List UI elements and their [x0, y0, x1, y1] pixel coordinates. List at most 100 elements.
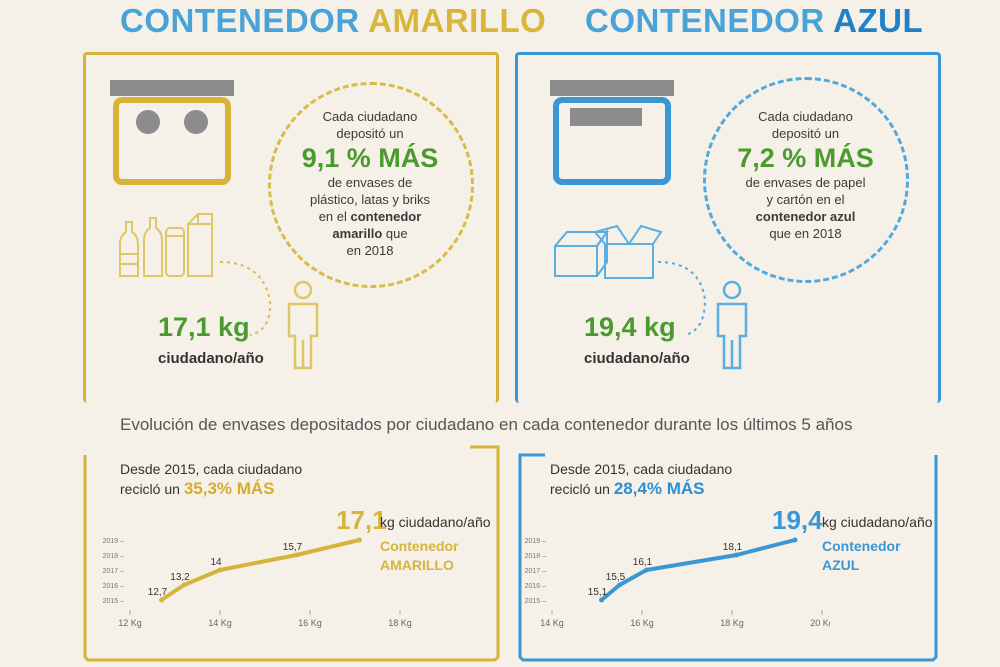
yellow-container-name: Contenedor AMARILLO: [380, 537, 459, 575]
blue-chart-data-label-2018: 18,1: [723, 542, 743, 553]
yellow-chart-x-tick-12: 12 Kg: [118, 618, 142, 628]
yellow-chart-data-label-2018: 15,7: [283, 542, 303, 553]
yellow-circle-line6-bold: amarillo: [332, 226, 383, 241]
blue-container-name: Contenedor AZUL: [822, 537, 901, 575]
yellow-circle-line2: depositó un: [336, 126, 404, 141]
yellow-since-highlight: 35,3% MÁS: [183, 479, 275, 498]
blue-chart-y-tick-2019: 2019 –: [525, 538, 547, 545]
blue-kg-value: 19,4 kg: [584, 312, 676, 342]
yellow-container-title: CONTENEDOR AMARILLO: [120, 2, 546, 40]
blue-circle-line3: de envases de papel: [745, 175, 866, 190]
yellow-chart-x-tick-14: 14 Kg: [208, 618, 232, 628]
blue-title-word: CONTENEDOR: [585, 2, 825, 39]
blue-big-value: 19,4: [772, 505, 823, 535]
yellow-chart-x-tick-18: 18 Kg: [388, 618, 412, 628]
yellow-stat-circle: [268, 82, 474, 288]
blue-circle-line6: que en 2018: [769, 226, 842, 241]
blue-chart-point-2015: [599, 597, 604, 603]
cardboard-boxes-icon: [554, 224, 663, 279]
blue-chart-y-tick-2016: 2016 –: [525, 583, 547, 590]
blue-stat-circle: [703, 77, 909, 283]
yellow-cname-line2: AMARILLO: [380, 557, 454, 573]
yellow-circle-line7: en 2018: [346, 243, 394, 258]
evolution-heading: Evolución de envases depositados por ciu…: [120, 415, 853, 434]
blue-since-pre: recicló un: [550, 481, 614, 497]
blue-since-highlight: 28,4% MÁS: [613, 479, 705, 498]
yellow-unit-label: kg ciudadano/año: [380, 514, 491, 530]
blue-chart-x-tick-18: 18 Kg: [720, 618, 744, 628]
yellow-bin-icon: [110, 80, 234, 185]
yellow-circle-line1: Cada ciudadano: [322, 109, 418, 124]
blue-title-accent: AZUL: [833, 2, 924, 39]
yellow-person-icon: [287, 280, 319, 370]
blue-chart-x-tick-14: 14 Kg: [540, 618, 564, 628]
yellow-since-text: Desde 2015, cada ciudadano recicló un 35…: [120, 460, 302, 499]
blue-since-line1: Desde 2015, cada ciudadano: [550, 461, 733, 477]
blue-chart-series-line: [599, 538, 797, 602]
yellow-chart-y-tick-2015: 2015 –: [103, 598, 125, 605]
yellow-chart-point-2016: [181, 582, 187, 588]
yellow-chart-y-tick-2016: 2016 –: [103, 583, 125, 590]
yellow-since-pre: recicló un: [120, 481, 184, 497]
yellow-circle-line4: plástico, latas y briks: [310, 192, 430, 207]
blue-chart-data-label-2015: 15,1: [588, 587, 608, 598]
blue-kg-unit: ciudadano/año: [584, 350, 690, 367]
yellow-chart-x-tick-16: 16 Kg: [298, 618, 322, 628]
blue-chart-point-2017: [644, 567, 649, 573]
yellow-chart-data-label-2015: 12,7: [148, 587, 168, 598]
blue-circle-text: Cada ciudadano depositó un 7,2 % MÁS de …: [718, 108, 893, 242]
blue-circle-line1: Cada ciudadano: [758, 109, 853, 124]
yellow-title-accent: AMARILLO: [368, 2, 547, 39]
blue-line-chart: 2015 – 2016 – 2017 – 2018 – 2019 – 14 Kg 16 Kg…: [525, 537, 830, 628]
yellow-kg-unit: ciudadano/año: [158, 350, 264, 367]
blue-since-text: Desde 2015, cada ciudadano recicló un 28…: [550, 460, 732, 499]
yellow-circle-line6-post: que: [382, 226, 408, 241]
blue-chart-y-tick-2018: 2018 –: [525, 553, 547, 560]
yellow-chart-y-tick-2018: 2018 –: [103, 553, 125, 560]
yellow-since-line1: Desde 2015, cada ciudadano: [120, 461, 303, 477]
blue-circle-line4: y cartón en el: [766, 192, 845, 207]
yellow-big-value: 17,1: [336, 505, 387, 535]
yellow-circle-line3: de envases de: [327, 175, 413, 190]
blue-bin-icon: [550, 80, 674, 185]
plastic-cans-briks-icon: [119, 213, 213, 277]
blue-chart-y-tick-2017: 2017 –: [525, 568, 547, 575]
yellow-panel: [83, 52, 499, 403]
yellow-title-word: CONTENEDOR: [120, 2, 360, 39]
yellow-chart-y-tick-2019: 2019 –: [103, 538, 125, 545]
yellow-chart-point-2018: [294, 552, 299, 558]
yellow-circle-line5-pre: en el: [318, 209, 351, 224]
yellow-circle-line5-bold: contenedor: [350, 209, 422, 224]
blue-chart-point-2016: [617, 582, 622, 588]
blue-chart-x-tick-20: 20 Kg: [810, 618, 830, 628]
blue-circle-line5-bold: contenedor azul: [755, 209, 856, 224]
yellow-chart-point-2015: [159, 597, 164, 603]
blue-chart-data-label-2017: 16,1: [633, 557, 653, 568]
yellow-chart-point-2017: [217, 567, 223, 573]
yellow-circle-pct: 9,1 % MÁS: [301, 143, 439, 173]
blue-chart-point-2019: [792, 537, 798, 543]
yellow-chart-data-label-2017: 14: [210, 557, 222, 568]
blue-chart-x-tick-16: 16 Kg: [630, 618, 654, 628]
yellow-chart-series-line: [159, 538, 362, 602]
blue-cname-line2: AZUL: [822, 557, 860, 573]
blue-chart-y-tick-2015: 2015 –: [525, 598, 547, 605]
blue-cname-line1: Contenedor: [822, 538, 901, 554]
yellow-line-chart: 2015 – 2016 – 2017 – 2018 – 2019 – 12 Kg 14 Kg…: [103, 537, 412, 628]
yellow-chart-y-tick-2017: 2017 –: [103, 568, 125, 575]
yellow-chart-point-2019: [357, 537, 362, 543]
blue-person-icon: [716, 280, 748, 370]
blue-unit-label: kg ciudadano/año: [822, 514, 933, 530]
blue-container-title: CONTENEDOR AZUL: [585, 2, 923, 40]
yellow-circle-text: Cada ciudadano depositó un 9,1 % MÁS de …: [285, 108, 455, 259]
blue-circle-pct: 7,2 % MÁS: [737, 143, 874, 173]
blue-circle-line2: depositó un: [771, 126, 840, 141]
blue-chart-data-label-2016: 15,5: [606, 572, 626, 583]
blue-chart-point-2018: [734, 552, 739, 558]
yellow-kg-value: 17,1 kg: [158, 312, 250, 342]
yellow-chart-data-label-2016: 13,2: [170, 572, 190, 583]
yellow-cname-line1: Contenedor: [380, 538, 459, 554]
blue-panel: [515, 52, 941, 403]
